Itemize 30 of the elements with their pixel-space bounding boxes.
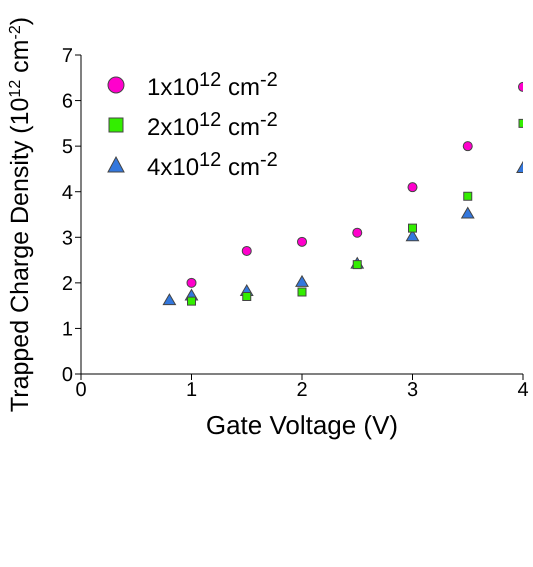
x-tick-label: 2	[296, 379, 308, 402]
y-tick-label: 4	[62, 182, 73, 204]
point	[298, 287, 306, 296]
y-tick-label: 6	[62, 90, 73, 113]
point	[352, 228, 362, 238]
point	[408, 224, 417, 233]
point	[296, 236, 308, 247]
x-tick-label: 1	[186, 379, 198, 402]
legend-label: 2x10$^{12}$ cm$^{-2}$	[147, 108, 278, 142]
point	[187, 296, 196, 306]
point	[461, 206, 474, 219]
y-tick-label: 0	[62, 364, 73, 386]
point	[242, 292, 252, 302]
point	[462, 141, 473, 152]
point	[407, 182, 418, 192]
legend-label: 4x10$^{12}$ cm$^{-2}$	[147, 148, 278, 182]
y-tick-label: 7	[62, 45, 73, 68]
x-tick-label: 3	[406, 379, 418, 402]
y-tick-label: 2	[62, 272, 73, 295]
y-tick-label: 5	[62, 136, 73, 158]
point	[463, 192, 472, 201]
point	[242, 246, 252, 256]
x-axis-title: Gate Voltage (V)	[206, 410, 398, 440]
y-tick-label: 3	[62, 227, 73, 250]
point	[295, 275, 309, 287]
x-tick-label: 4	[517, 379, 529, 402]
y-tick-label: 1	[62, 318, 73, 341]
point	[162, 294, 176, 306]
point	[186, 278, 197, 288]
legend-label: 1x10$^{12}$ cm$^{-2}$	[147, 68, 278, 102]
